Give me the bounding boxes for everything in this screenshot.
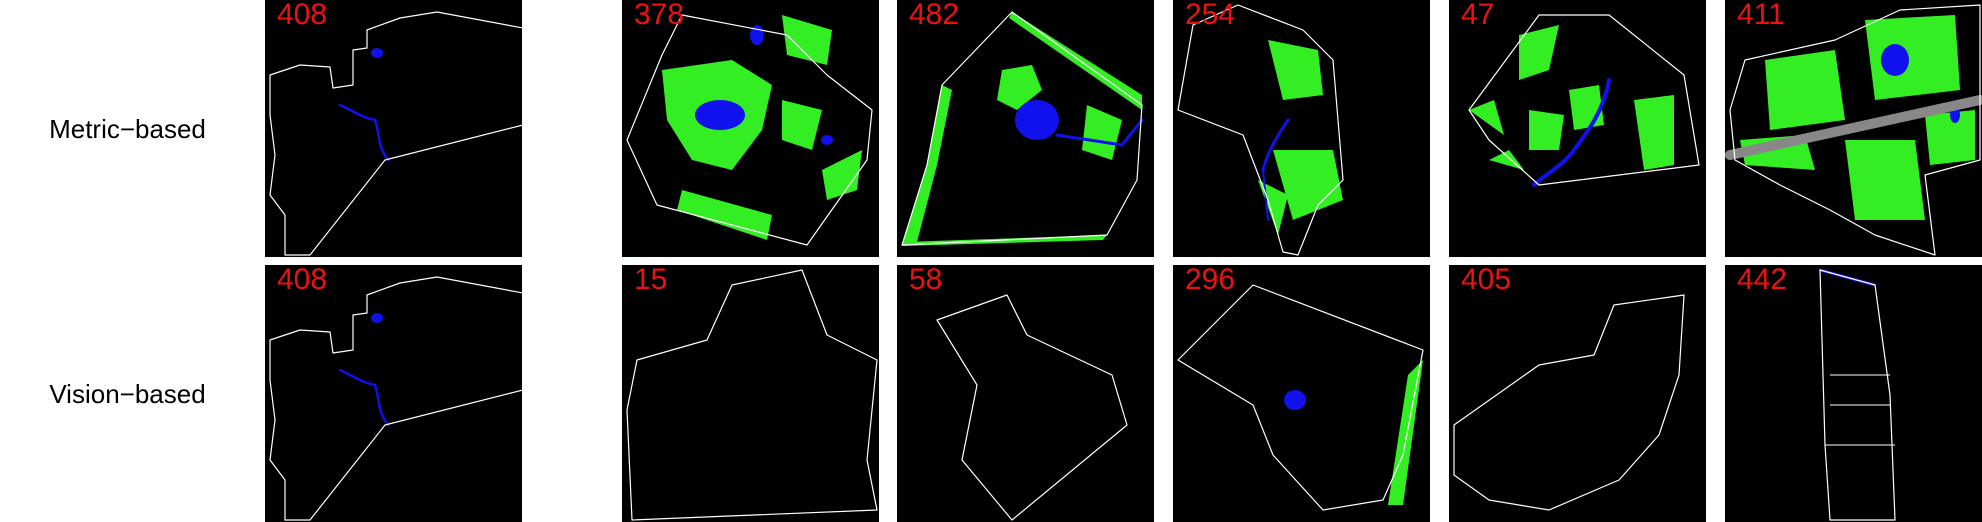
green-area xyxy=(677,190,772,240)
water-line xyxy=(1261,118,1290,172)
green-area xyxy=(1082,105,1122,160)
green-area xyxy=(1469,100,1504,135)
region-boundary xyxy=(269,276,522,521)
map-shape xyxy=(1453,294,1685,511)
map-id-label: 58 xyxy=(909,265,943,296)
water-line xyxy=(338,368,390,427)
water-body xyxy=(821,135,833,145)
region-boundary xyxy=(269,11,522,256)
map-id-label: 15 xyxy=(634,265,668,296)
map-tile: 58 xyxy=(897,265,1154,522)
water-body xyxy=(371,313,383,323)
region-boundary xyxy=(1729,4,1981,256)
map-shape xyxy=(1818,268,1896,521)
green-area xyxy=(1529,110,1564,150)
water-line xyxy=(1532,78,1611,187)
map-shape xyxy=(901,11,1144,246)
region-boundary xyxy=(626,14,873,246)
map-shape xyxy=(269,11,522,256)
map-id-label: 378 xyxy=(634,0,685,31)
map-id-label: 442 xyxy=(1737,265,1788,296)
green-area xyxy=(822,150,862,200)
map-id-label: 408 xyxy=(277,265,328,296)
region-boundary xyxy=(1177,4,1344,256)
map-tile: 15 xyxy=(622,265,879,522)
green-area xyxy=(1765,50,1845,130)
map-id-label: 408 xyxy=(277,0,328,31)
map-id-label: 296 xyxy=(1185,265,1236,296)
green-area xyxy=(1634,95,1674,170)
green-area xyxy=(782,100,822,150)
water-body xyxy=(1015,100,1059,140)
map-tile: 411 xyxy=(1725,0,1982,257)
water-line xyxy=(1055,118,1144,147)
green-area xyxy=(1845,140,1925,220)
green-area xyxy=(1258,180,1288,235)
row-label-metric: Metric−based xyxy=(49,114,206,144)
water-line xyxy=(1725,95,1982,160)
water-body xyxy=(1284,390,1306,410)
region-boundary xyxy=(626,269,878,521)
map-tile: 296 xyxy=(1173,265,1430,522)
row-label-vision: Vision−based xyxy=(49,379,206,409)
region-boundary xyxy=(901,11,1143,246)
map-tile: 405 xyxy=(1449,265,1706,522)
map-tile: 378 xyxy=(622,0,879,257)
map-tile: 482 xyxy=(897,0,1154,257)
map-tile-query: 408 xyxy=(265,0,522,257)
map-tile: 254 xyxy=(1173,0,1430,257)
green-area xyxy=(1489,150,1524,170)
green-area xyxy=(1273,150,1343,220)
map-id-label: 411 xyxy=(1737,0,1785,31)
green-area xyxy=(997,65,1042,110)
map-shape xyxy=(1177,4,1344,256)
map-tile: 47 xyxy=(1449,0,1706,257)
map-id-label: 405 xyxy=(1461,265,1512,296)
water-line xyxy=(338,103,390,162)
map-shape xyxy=(936,294,1128,521)
map-shape xyxy=(1468,14,1700,187)
region-boundary xyxy=(1819,269,1896,521)
map-shape xyxy=(1725,4,1982,256)
green-area xyxy=(1925,110,1975,165)
water-body xyxy=(1881,44,1909,76)
green-area xyxy=(1009,12,1142,110)
map-shape xyxy=(626,269,878,521)
map-id-label: 254 xyxy=(1185,0,1236,31)
map-tile-query: 408 xyxy=(265,265,522,522)
green-area xyxy=(1388,360,1423,505)
water-body xyxy=(695,100,745,130)
region-boundary xyxy=(1468,14,1700,186)
map-shape xyxy=(269,276,522,521)
region-boundary xyxy=(936,294,1128,521)
green-area xyxy=(1519,25,1559,80)
map-id-label: 482 xyxy=(909,0,960,31)
green-area xyxy=(1268,40,1323,100)
green-area xyxy=(1865,15,1960,100)
map-id-label: 47 xyxy=(1461,0,1495,31)
map-shape xyxy=(626,14,873,246)
green-area xyxy=(782,15,832,65)
map-tile: 442 xyxy=(1725,265,1982,522)
region-boundary xyxy=(1453,294,1685,511)
map-shape xyxy=(1177,284,1424,511)
region-boundary xyxy=(1177,284,1424,511)
water-body xyxy=(371,48,383,58)
